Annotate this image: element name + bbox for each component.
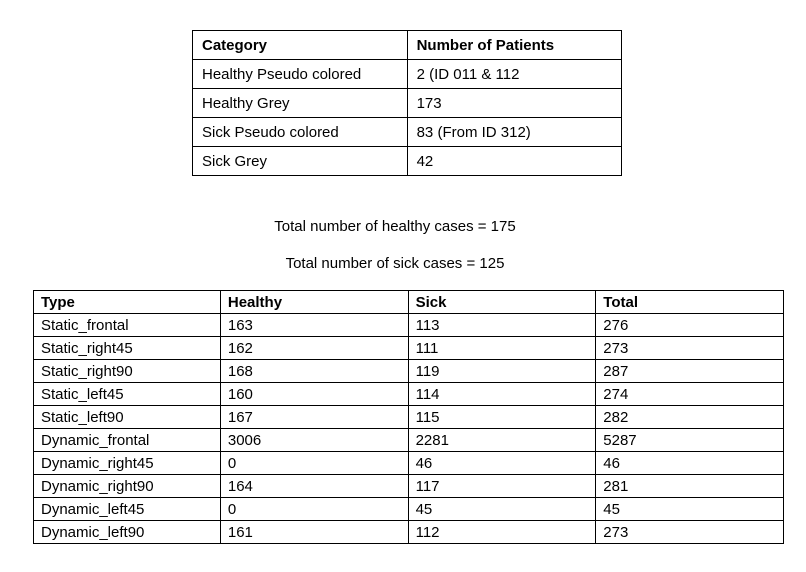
category-cell: Healthy Grey (192, 88, 408, 118)
table-row: Healthy Pseudo colored 2 (ID 011 & 112 (192, 59, 623, 89)
healthy-cell: 164 (219, 474, 409, 498)
total-cell: 274 (595, 382, 784, 406)
total-cell: 5287 (595, 428, 784, 452)
table-row: Sick Grey 42 (192, 146, 623, 176)
healthy-cell: 0 (219, 497, 409, 521)
sick-cell: 2281 (407, 428, 597, 452)
table-row: Dynamic_left45 0 45 45 (33, 497, 784, 521)
total-healthy-cases-text: Total number of healthy cases = 175 (274, 218, 516, 235)
total-cell: 273 (595, 336, 784, 360)
category-cell: Sick Pseudo colored (192, 117, 408, 147)
column-header-total: Total (595, 290, 784, 314)
table-row: Dynamic_right45 0 46 46 (33, 451, 784, 475)
total-sick-cases-text: Total number of sick cases = 125 (285, 255, 505, 272)
sick-cell: 117 (407, 474, 597, 498)
category-cell: Healthy Pseudo colored (192, 59, 408, 89)
table-header-row: Category Number of Patients (192, 30, 623, 60)
sick-cell: 112 (407, 520, 597, 544)
column-header-sick: Sick (407, 290, 597, 314)
image-type-breakdown-table: Type Healthy Sick Total Static_frontal 1… (33, 290, 784, 544)
sick-cell: 115 (407, 405, 597, 429)
total-cell: 273 (595, 520, 784, 544)
table-row: Dynamic_left90 161 112 273 (33, 520, 784, 544)
table-row: Dynamic_frontal 3006 2281 5287 (33, 428, 784, 452)
type-cell: Dynamic_frontal (33, 428, 221, 452)
total-cell: 276 (595, 313, 784, 337)
type-cell: Static_right90 (33, 359, 221, 383)
type-cell: Static_left45 (33, 382, 221, 406)
patient-count-cell: 2 (ID 011 & 112 (406, 59, 623, 89)
healthy-cell: 163 (219, 313, 409, 337)
column-header-category: Category (192, 30, 408, 60)
type-cell: Dynamic_left45 (33, 497, 221, 521)
healthy-cell: 0 (219, 451, 409, 475)
column-header-type: Type (33, 290, 221, 314)
sick-cell: 46 (407, 451, 597, 475)
table-row: Healthy Grey 173 (192, 88, 623, 118)
table-row: Static_right45 162 111 273 (33, 336, 784, 360)
sick-cell: 45 (407, 497, 597, 521)
category-cell: Sick Grey (192, 146, 408, 176)
patients-category-table: Category Number of Patients Healthy Pseu… (192, 30, 623, 176)
table-row: Static_left45 160 114 274 (33, 382, 784, 406)
patient-count-cell: 42 (406, 146, 623, 176)
patient-count-cell: 173 (406, 88, 623, 118)
sick-cell: 113 (407, 313, 597, 337)
patient-count-cell: 83 (From ID 312) (406, 117, 623, 147)
healthy-cell: 160 (219, 382, 409, 406)
type-cell: Static_frontal (33, 313, 221, 337)
sick-cell: 114 (407, 382, 597, 406)
table-row: Static_right90 168 119 287 (33, 359, 784, 383)
type-cell: Dynamic_left90 (33, 520, 221, 544)
type-cell: Dynamic_right90 (33, 474, 221, 498)
table-header-row: Type Healthy Sick Total (33, 290, 784, 314)
healthy-cell: 168 (219, 359, 409, 383)
healthy-cell: 3006 (219, 428, 409, 452)
table-row: Dynamic_right90 164 117 281 (33, 474, 784, 498)
total-cell: 281 (595, 474, 784, 498)
sick-cell: 119 (407, 359, 597, 383)
total-cell: 282 (595, 405, 784, 429)
type-cell: Dynamic_right45 (33, 451, 221, 475)
sick-cell: 111 (407, 336, 597, 360)
healthy-cell: 167 (219, 405, 409, 429)
table-row: Static_left90 167 115 282 (33, 405, 784, 429)
table-row: Sick Pseudo colored 83 (From ID 312) (192, 117, 623, 147)
healthy-cell: 162 (219, 336, 409, 360)
column-header-healthy: Healthy (219, 290, 409, 314)
total-cell: 46 (595, 451, 784, 475)
type-cell: Static_right45 (33, 336, 221, 360)
total-cell: 287 (595, 359, 784, 383)
table-row: Static_frontal 163 113 276 (33, 313, 784, 337)
type-cell: Static_left90 (33, 405, 221, 429)
healthy-cell: 161 (219, 520, 409, 544)
column-header-number-of-patients: Number of Patients (406, 30, 623, 60)
total-cell: 45 (595, 497, 784, 521)
